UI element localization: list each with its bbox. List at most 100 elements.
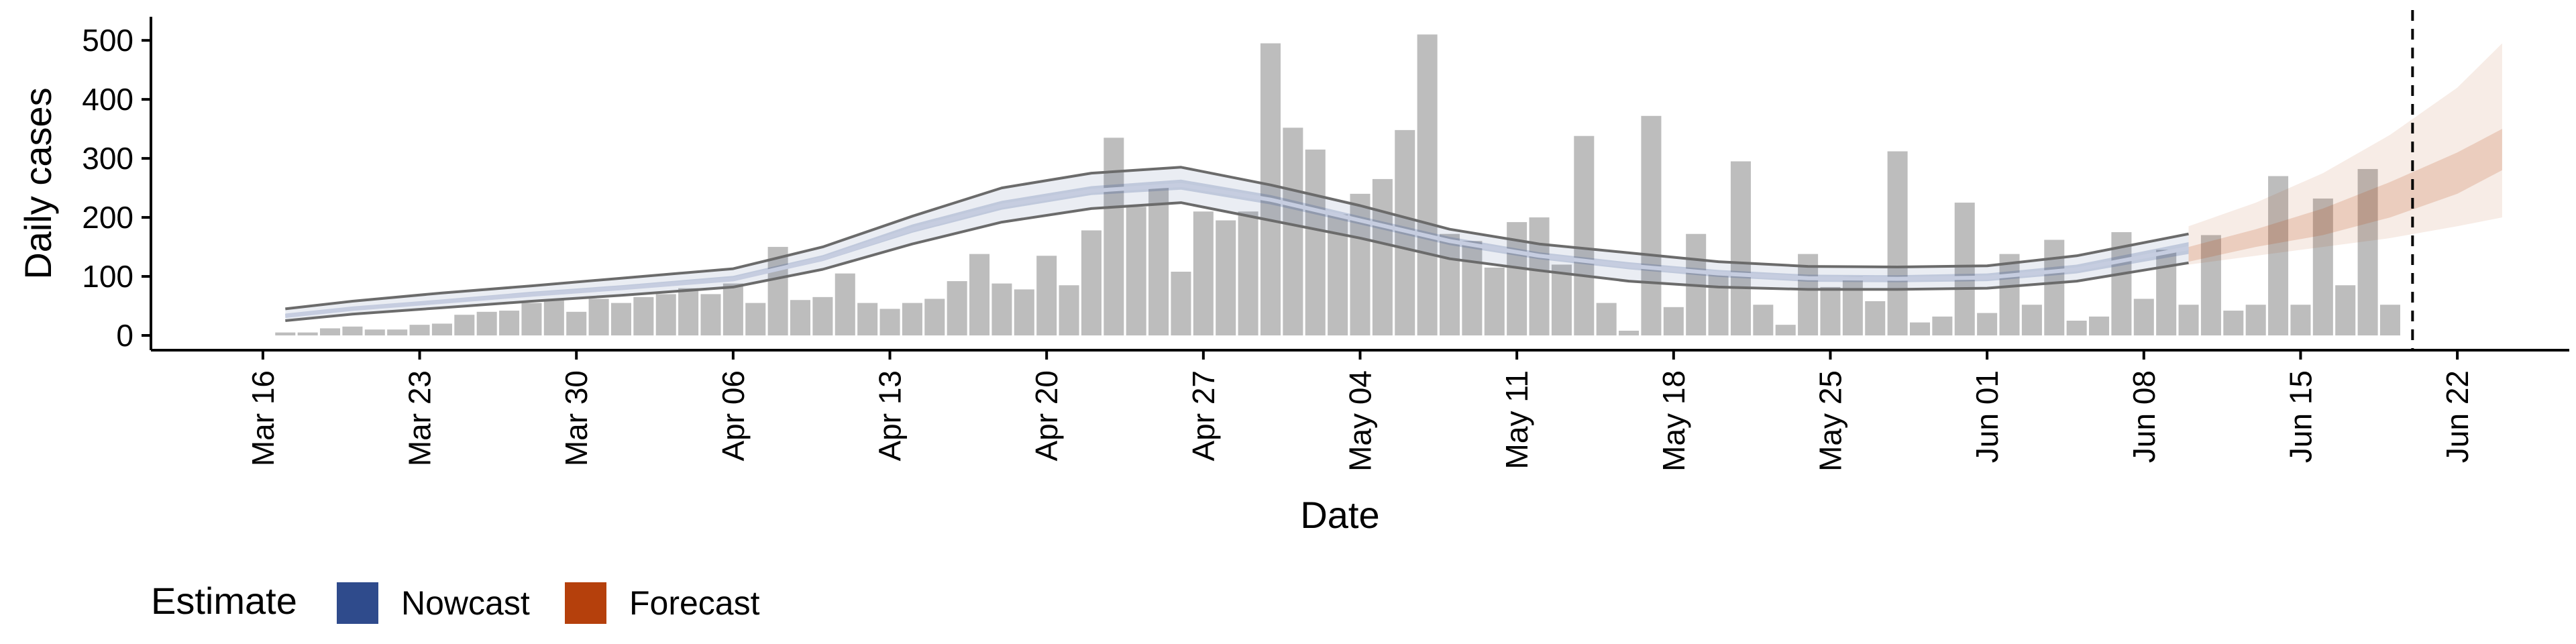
bar [2066,321,2087,336]
bar [2312,198,2333,336]
forecast-inner-band [2188,129,2502,262]
y-tick-label: 0 [116,318,133,353]
bar [767,247,788,336]
bar [2290,305,2311,336]
bar [1977,313,1998,336]
bar [902,303,922,336]
legend: Estimate Nowcast Forecast [151,580,760,624]
y-tick-label: 400 [82,82,133,117]
bar [588,299,609,336]
bar [1708,273,1729,336]
bar [1372,178,1393,336]
x-tick-label: Mar 16 [246,370,280,466]
nowcast-upper-line [285,166,2189,311]
bar [2200,235,2221,336]
bar [1887,151,1908,336]
bar [1842,276,1863,335]
legend-swatch-forecast [565,582,606,624]
nowcast-lower-line [285,201,2189,322]
bar [969,254,990,336]
bar [700,294,721,336]
bars-layer [275,34,2400,336]
y-tick-label: 200 [82,200,133,235]
forecast-outer-band [2188,43,2502,265]
x-tick-label: Apr 20 [1029,370,1064,462]
bar [1999,254,2020,336]
bar [722,283,743,336]
bar [409,325,430,336]
bar [1193,211,1214,336]
bar [879,309,900,335]
legend-label-forecast: Forecast [629,584,760,622]
bands-layer [285,43,2502,321]
legend-swatch-nowcast [337,582,378,624]
bar [1260,43,1281,335]
bar [543,300,564,336]
bar [1551,264,1572,336]
bar [1820,286,1841,336]
bar [857,303,878,336]
x-tick-label: Mar 23 [402,370,437,466]
bar [2245,305,2266,336]
x-tick-label: Mar 30 [559,370,594,466]
bar [2089,316,2110,336]
bar [499,311,520,336]
bar [431,323,452,336]
bar [1730,161,1751,336]
bar [1909,322,1931,336]
bar [1663,307,1684,336]
x-tick-label: May 25 [1813,370,1848,472]
bar [1417,34,1438,336]
bar [790,300,811,336]
y-tick-label: 300 [82,141,133,176]
bar [364,329,385,336]
bar [1954,203,1975,336]
bar [1036,256,1057,336]
bar [275,332,296,336]
bar [521,303,542,336]
bar [566,311,587,336]
bar [1596,303,1617,336]
bar [2357,168,2378,336]
lines-layer [284,166,2190,322]
bar [655,294,676,336]
bar [1641,115,1662,336]
bar [2178,305,2199,336]
bar [1148,188,1169,336]
nowcast-median-line [284,182,2190,318]
bar [297,332,318,336]
bar [1305,149,1326,336]
bar [387,329,408,336]
x-axis-ticks: Mar 16 Mar 23 Mar 30 Apr 06 Apr 13 Apr 20 Apr … [246,350,2475,472]
bar [1574,136,1595,336]
x-tick-label: Jun 22 [2440,370,2475,463]
bar [2133,299,2154,336]
bar [320,328,341,336]
x-tick-label: May 11 [1499,370,1534,469]
bar [1753,305,1774,336]
x-tick-label: Jun 15 [2283,370,2318,463]
bar [2379,305,2400,336]
x-tick-label: Apr 06 [716,370,751,462]
x-tick-label: Jun 01 [1970,370,2004,463]
bar [2021,305,2042,336]
bar [1171,272,1191,336]
x-tick-label: Jun 08 [2127,370,2161,463]
bar [1865,301,1886,336]
x-tick-label: Apr 27 [1186,370,1221,462]
bar [342,326,363,335]
y-axis-ticks: 0 100 200 300 400 500 [82,23,151,353]
nowcast-outer-band [285,167,2189,321]
bar [2223,311,2244,336]
x-tick-label: May 18 [1656,370,1691,472]
x-tick-label: May 04 [1343,370,1378,472]
x-tick-label: Apr 13 [873,370,908,462]
bar [1126,207,1146,336]
y-tick-label: 100 [82,259,133,294]
bar [610,303,631,336]
bar [1104,138,1124,336]
bar [454,315,475,336]
bar [1081,230,1102,336]
y-axis-title: Daily cases [17,87,59,279]
